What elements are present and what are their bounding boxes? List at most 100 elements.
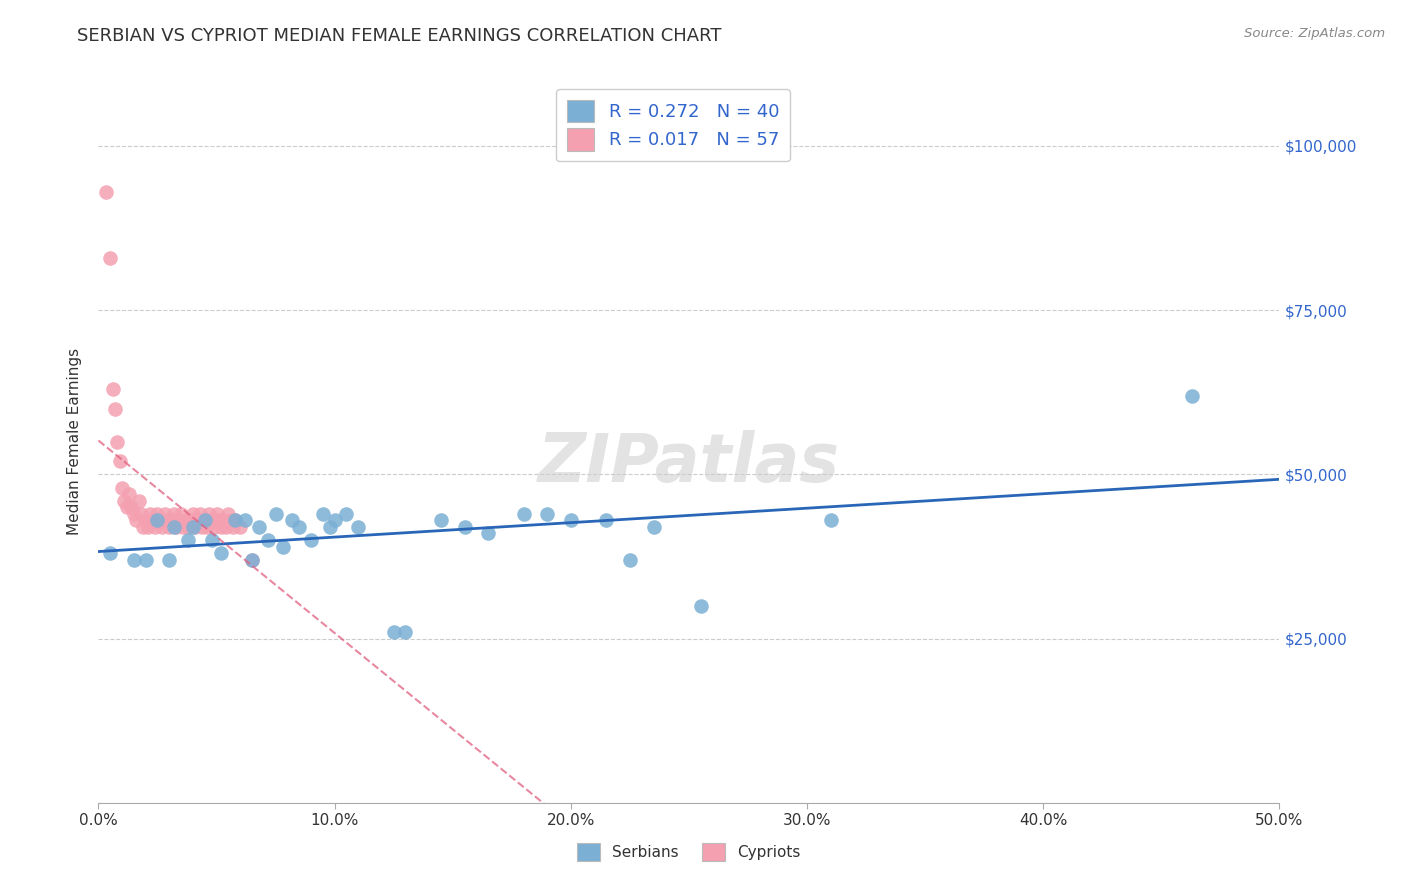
Point xyxy=(820,513,842,527)
Point xyxy=(595,513,617,527)
Point xyxy=(160,513,183,527)
Point xyxy=(135,513,157,527)
Point xyxy=(129,507,152,521)
Point xyxy=(181,520,204,534)
Point xyxy=(209,520,232,534)
Point xyxy=(156,513,179,527)
Point xyxy=(139,507,162,521)
Point xyxy=(165,520,187,534)
Point xyxy=(1181,388,1204,402)
Point xyxy=(132,520,155,534)
Point xyxy=(101,382,124,396)
Point xyxy=(157,520,180,534)
Point xyxy=(512,507,534,521)
Point xyxy=(191,520,214,534)
Point xyxy=(125,513,148,527)
Point xyxy=(335,507,357,521)
Point xyxy=(172,520,194,534)
Text: SERBIAN VS CYPRIOT MEDIAN FEMALE EARNINGS CORRELATION CHART: SERBIAN VS CYPRIOT MEDIAN FEMALE EARNING… xyxy=(77,27,721,45)
Point xyxy=(619,553,641,567)
Point xyxy=(209,546,232,560)
Point xyxy=(170,507,193,521)
Point xyxy=(143,520,166,534)
Point xyxy=(430,513,453,527)
Point xyxy=(299,533,322,547)
Point xyxy=(689,599,711,613)
Point xyxy=(163,507,186,521)
Point xyxy=(198,507,221,521)
Point xyxy=(188,507,211,521)
Point xyxy=(194,513,217,527)
Point xyxy=(128,493,150,508)
Point xyxy=(382,625,405,640)
Point xyxy=(153,507,176,521)
Point xyxy=(205,507,228,521)
Point xyxy=(174,513,197,527)
Point xyxy=(201,533,224,547)
Point xyxy=(208,513,231,527)
Point xyxy=(121,500,143,515)
Point xyxy=(233,513,256,527)
Point xyxy=(108,454,131,468)
Point xyxy=(112,493,135,508)
Point xyxy=(180,513,202,527)
Text: Source: ZipAtlas.com: Source: ZipAtlas.com xyxy=(1244,27,1385,40)
Point xyxy=(104,401,127,416)
Point xyxy=(264,507,287,521)
Text: ZIPatlas: ZIPatlas xyxy=(538,430,839,496)
Point xyxy=(347,520,370,534)
Point xyxy=(149,513,172,527)
Point xyxy=(142,513,165,527)
Point xyxy=(98,251,121,265)
Point xyxy=(98,546,121,560)
Point xyxy=(118,487,141,501)
Point xyxy=(312,507,335,521)
Point xyxy=(115,500,138,515)
Point xyxy=(224,513,246,527)
Point xyxy=(111,481,134,495)
Point xyxy=(94,185,117,199)
Point xyxy=(240,553,263,567)
Point xyxy=(319,520,342,534)
Legend: Serbians, Cypriots: Serbians, Cypriots xyxy=(571,837,807,867)
Point xyxy=(146,507,169,521)
Point xyxy=(453,520,475,534)
Point xyxy=(202,520,225,534)
Point xyxy=(536,507,558,521)
Point xyxy=(229,520,252,534)
Point xyxy=(146,513,169,527)
Point xyxy=(201,513,224,527)
Point xyxy=(394,625,416,640)
Point xyxy=(643,520,665,534)
Point xyxy=(122,507,145,521)
Point xyxy=(157,553,180,567)
Point xyxy=(215,520,238,534)
Point xyxy=(150,520,173,534)
Point xyxy=(219,513,242,527)
Point xyxy=(122,553,145,567)
Point xyxy=(212,513,235,527)
Point xyxy=(194,513,217,527)
Point xyxy=(167,513,190,527)
Point xyxy=(560,513,582,527)
Point xyxy=(181,507,204,521)
Point xyxy=(195,520,218,534)
Point xyxy=(105,434,128,449)
Y-axis label: Median Female Earnings: Median Female Earnings xyxy=(67,348,83,535)
Point xyxy=(224,513,246,527)
Point xyxy=(288,520,311,534)
Point xyxy=(177,520,200,534)
Point xyxy=(247,520,270,534)
Point xyxy=(271,540,294,554)
Point xyxy=(163,520,186,534)
Point xyxy=(477,526,499,541)
Point xyxy=(177,533,200,547)
Point xyxy=(257,533,280,547)
Point xyxy=(217,507,239,521)
Point xyxy=(187,513,209,527)
Point xyxy=(135,553,157,567)
Point xyxy=(240,553,263,567)
Point xyxy=(136,520,159,534)
Point xyxy=(281,513,304,527)
Point xyxy=(222,520,245,534)
